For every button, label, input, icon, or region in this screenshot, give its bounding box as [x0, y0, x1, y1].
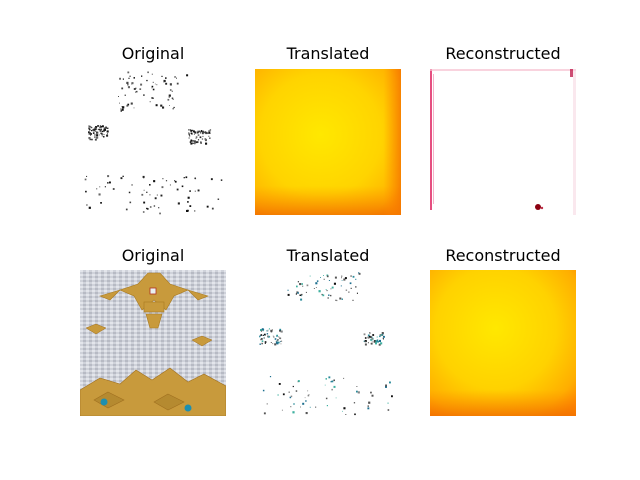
panel-title-r2c2: Translated [286, 246, 370, 265]
reconstructed-yellow-svg [430, 270, 576, 416]
image-translated-yellow [255, 69, 401, 215]
panel-title-r2c1: Original [121, 246, 185, 265]
panel-title-r1c3: Reconstructed [445, 44, 561, 63]
translated-yellow-svg [255, 69, 401, 215]
panel-title-r1c1: Original [121, 44, 185, 63]
reconstructed-white-svg [430, 69, 576, 215]
image-translated-sparse-color [255, 270, 401, 416]
image-original-fabric [80, 270, 226, 416]
original-fabric-svg [80, 270, 226, 416]
image-reconstructed-white [430, 69, 576, 215]
image-original-sparse [80, 69, 226, 215]
panel-title-r1c2: Translated [286, 44, 370, 63]
original-sparse-svg [80, 69, 226, 215]
translated-sparse-color-svg [255, 270, 401, 416]
panel-title-r2c3: Reconstructed [445, 246, 561, 265]
image-reconstructed-yellow [430, 270, 576, 416]
